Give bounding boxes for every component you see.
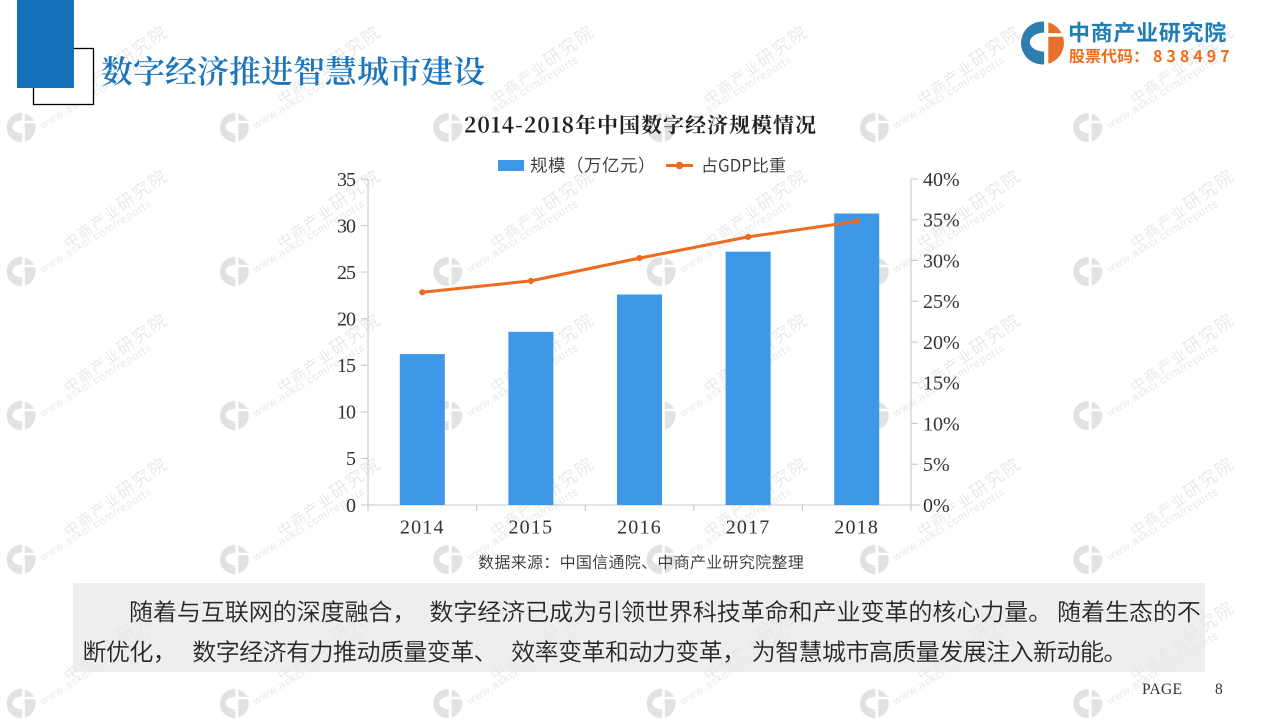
svg-text:2018: 2018: [834, 517, 879, 539]
svg-text:8: 8: [1215, 681, 1223, 698]
svg-text:25: 25: [337, 262, 356, 284]
svg-text:35: 35: [337, 169, 356, 191]
svg-text:5: 5: [346, 448, 356, 470]
svg-text:5%: 5%: [923, 454, 950, 476]
svg-text:30: 30: [337, 215, 356, 237]
svg-text:0: 0: [346, 495, 356, 517]
svg-text:15: 15: [337, 355, 356, 377]
svg-text:2015: 2015: [508, 517, 553, 539]
svg-text:0%: 0%: [923, 495, 950, 517]
svg-text:PAGE: PAGE: [1142, 681, 1182, 698]
svg-text:2017: 2017: [726, 517, 771, 539]
svg-text:2016: 2016: [617, 517, 662, 539]
svg-text:2014: 2014: [400, 517, 445, 539]
svg-text:35%: 35%: [923, 210, 960, 232]
svg-text:10: 10: [337, 402, 356, 424]
svg-text:20: 20: [337, 309, 356, 331]
svg-text:15%: 15%: [923, 373, 960, 395]
svg-text:25%: 25%: [923, 291, 960, 313]
svg-text:20%: 20%: [923, 332, 960, 354]
svg-text:10%: 10%: [923, 413, 960, 435]
svg-text:30%: 30%: [923, 250, 960, 272]
svg-text:40%: 40%: [923, 169, 960, 191]
